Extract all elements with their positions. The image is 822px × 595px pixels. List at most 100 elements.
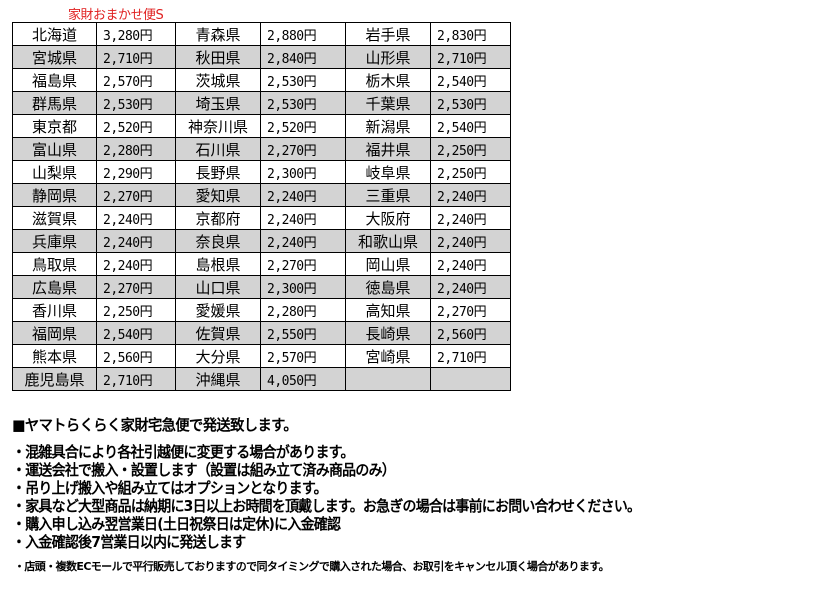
prefecture-cell: 岡山県 xyxy=(345,252,431,276)
table-row: 宮城県 2,710円 秋田県 2,840円 山形県 2,710円 xyxy=(12,45,511,69)
prefecture-cell: 岐阜県 xyxy=(345,160,431,184)
price-cell: 2,710円 xyxy=(430,344,511,368)
prefecture-cell: 福井県 xyxy=(345,137,431,161)
price-cell: 2,710円 xyxy=(96,45,176,69)
price-cell: 2,270円 xyxy=(96,183,176,207)
table-row: 香川県 2,250円 愛媛県 2,280円 高知県 2,270円 xyxy=(12,298,511,322)
price-cell: 2,240円 xyxy=(430,252,511,276)
prefecture-cell: 鳥取県 xyxy=(12,252,97,276)
table-row: 群馬県 2,530円 埼玉県 2,530円 千葉県 2,530円 xyxy=(12,91,511,115)
table-row: 福島県 2,570円 茨城県 2,530円 栃木県 2,540円 xyxy=(12,68,511,92)
notes-title: ■ヤマトらくらく家財宅急便で発送致します。 xyxy=(12,416,298,434)
prefecture-cell: 山梨県 xyxy=(12,160,97,184)
prefecture-cell: 埼玉県 xyxy=(175,91,261,115)
prefecture-cell: 栃木県 xyxy=(345,68,431,92)
price-cell xyxy=(430,367,511,391)
prefecture-cell: 滋賀県 xyxy=(12,206,97,230)
prefecture-cell: 高知県 xyxy=(345,298,431,322)
price-cell: 2,530円 xyxy=(260,91,346,115)
price-cell: 2,560円 xyxy=(96,344,176,368)
prefecture-cell xyxy=(345,367,431,391)
price-cell: 2,520円 xyxy=(96,114,176,138)
price-cell: 2,270円 xyxy=(260,137,346,161)
price-cell: 2,240円 xyxy=(96,229,176,253)
price-cell: 2,240円 xyxy=(260,206,346,230)
prefecture-cell: 秋田県 xyxy=(175,45,261,69)
note-item: ・入金確認後7営業日以内に発送します xyxy=(12,533,246,551)
price-cell: 2,300円 xyxy=(260,275,346,299)
shipping-notes: ■ヤマトらくらく家財宅急便で発送致します。 ・混雑具合により各社引越便に変更する… xyxy=(12,416,688,551)
price-cell: 2,280円 xyxy=(96,137,176,161)
price-cell: 2,530円 xyxy=(96,91,176,115)
price-cell: 2,240円 xyxy=(96,252,176,276)
price-cell: 2,840円 xyxy=(260,45,346,69)
note-item: ・家具など大型商品は納期に3日以上お時間を頂戴します。お急ぎの場合は事前にお問い… xyxy=(12,497,641,515)
prefecture-cell: 奈良県 xyxy=(175,229,261,253)
prefecture-cell: 山形県 xyxy=(345,45,431,69)
prefecture-cell: 千葉県 xyxy=(345,91,431,115)
price-cell: 2,540円 xyxy=(430,114,511,138)
price-cell: 2,270円 xyxy=(430,298,511,322)
price-cell: 2,710円 xyxy=(96,367,176,391)
price-cell: 2,250円 xyxy=(96,298,176,322)
prefecture-cell: 香川県 xyxy=(12,298,97,322)
prefecture-cell: 佐賀県 xyxy=(175,321,261,345)
prefecture-cell: 徳島県 xyxy=(345,275,431,299)
table-row: 静岡県 2,270円 愛知県 2,240円 三重県 2,240円 xyxy=(12,183,511,207)
price-cell: 2,560円 xyxy=(430,321,511,345)
price-cell: 2,830円 xyxy=(430,22,511,46)
table-row: 熊本県 2,560円 大分県 2,570円 宮崎県 2,710円 xyxy=(12,344,511,368)
price-cell: 2,240円 xyxy=(430,206,511,230)
price-cell: 2,300円 xyxy=(260,160,346,184)
price-cell: 2,540円 xyxy=(96,321,176,345)
price-cell: 2,520円 xyxy=(260,114,346,138)
price-cell: 2,540円 xyxy=(430,68,511,92)
prefecture-cell: 長野県 xyxy=(175,160,261,184)
table-row: 東京都 2,520円 神奈川県 2,520円 新潟県 2,540円 xyxy=(12,114,511,138)
price-cell: 2,240円 xyxy=(430,275,511,299)
prefecture-cell: 石川県 xyxy=(175,137,261,161)
note-item: ・運送会社で搬入・設置します（設置は組み立て済み商品のみ） xyxy=(12,461,396,479)
prefecture-cell: 和歌山県 xyxy=(345,229,431,253)
prefecture-cell: 京都府 xyxy=(175,206,261,230)
price-cell: 2,550円 xyxy=(260,321,346,345)
price-cell: 2,570円 xyxy=(260,344,346,368)
note-item: ・吊り上げ搬入や組み立てはオプションとなります。 xyxy=(12,479,328,497)
prefecture-cell: 群馬県 xyxy=(12,91,97,115)
price-cell: 2,240円 xyxy=(430,183,511,207)
price-cell: 2,240円 xyxy=(260,229,346,253)
prefecture-cell: 山口県 xyxy=(175,275,261,299)
price-cell: 2,570円 xyxy=(96,68,176,92)
price-cell: 2,240円 xyxy=(96,206,176,230)
prefecture-cell: 島根県 xyxy=(175,252,261,276)
prefecture-cell: 広島県 xyxy=(12,275,97,299)
prefecture-cell: 神奈川県 xyxy=(175,114,261,138)
note-item: ・混雑具合により各社引越便に変更する場合があります。 xyxy=(12,443,354,461)
prefecture-cell: 大分県 xyxy=(175,344,261,368)
prefecture-cell: 福島県 xyxy=(12,68,97,92)
prefecture-cell: 沖縄県 xyxy=(175,367,261,391)
footnote: ・店頭・複数ECモールで平行販売しておりますので同タイミングで購入された場合、お… xyxy=(14,560,610,573)
price-cell: 2,240円 xyxy=(430,229,511,253)
prefecture-cell: 三重県 xyxy=(345,183,431,207)
price-cell: 3,280円 xyxy=(96,22,176,46)
price-cell: 4,050円 xyxy=(260,367,346,391)
table-row: 兵庫県 2,240円 奈良県 2,240円 和歌山県 2,240円 xyxy=(12,229,511,253)
prefecture-cell: 熊本県 xyxy=(12,344,97,368)
prefecture-cell: 福岡県 xyxy=(12,321,97,345)
prefecture-cell: 大阪府 xyxy=(345,206,431,230)
prefecture-cell: 新潟県 xyxy=(345,114,431,138)
table-row: 滋賀県 2,240円 京都府 2,240円 大阪府 2,240円 xyxy=(12,206,511,230)
note-item: ・購入申し込み翌営業日(土日祝祭日は定休)に入金確認 xyxy=(12,515,341,533)
prefecture-cell: 長崎県 xyxy=(345,321,431,345)
prefecture-cell: 茨城県 xyxy=(175,68,261,92)
prefecture-cell: 東京都 xyxy=(12,114,97,138)
table-row: 北海道 3,280円 青森県 2,880円 岩手県 2,830円 xyxy=(12,22,511,46)
prefecture-cell: 鹿児島県 xyxy=(12,367,97,391)
prefecture-cell: 富山県 xyxy=(12,137,97,161)
prefecture-cell: 静岡県 xyxy=(12,183,97,207)
table-row: 富山県 2,280円 石川県 2,270円 福井県 2,250円 xyxy=(12,137,511,161)
table-row: 鹿児島県 2,710円 沖縄県 4,050円 xyxy=(12,367,511,391)
price-cell: 2,250円 xyxy=(430,137,511,161)
price-cell: 2,240円 xyxy=(260,183,346,207)
